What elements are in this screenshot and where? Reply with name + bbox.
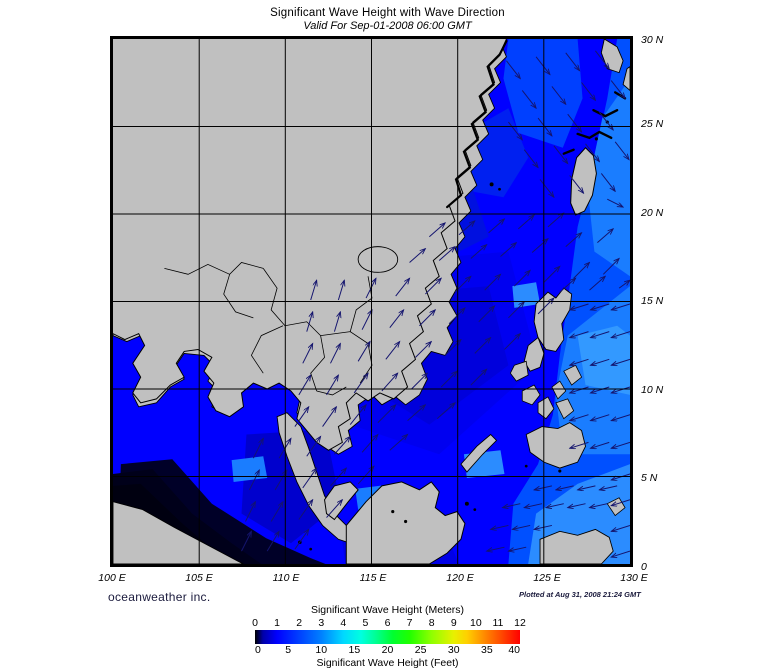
colorbar-tick-m-7: 7 bbox=[406, 617, 413, 629]
colorbar-title-feet: Significant Wave Height (Feet) bbox=[316, 657, 459, 669]
colorbar-tick-ft-30: 30 bbox=[447, 644, 460, 656]
lon-tick-120e: 120 E bbox=[446, 572, 474, 584]
page-title: Significant Wave Height with Wave Direct… bbox=[270, 7, 505, 19]
lon-tick-110e: 110 E bbox=[272, 572, 300, 584]
lon-tick-125e: 125 E bbox=[533, 572, 561, 584]
colorbar-tick-ft-40: 40 bbox=[508, 644, 520, 656]
colorbar-tick-m-2: 2 bbox=[296, 617, 303, 629]
lon-tick-105e: 105 E bbox=[185, 572, 213, 584]
colorbar-tick-ft-10: 10 bbox=[315, 644, 328, 656]
colorbar-tick-m-8: 8 bbox=[428, 617, 435, 629]
colorbar-tick-m-6: 6 bbox=[384, 617, 391, 629]
colorbar-tick-m-4: 4 bbox=[340, 617, 347, 629]
map-frame bbox=[110, 36, 633, 567]
chart-subtitle: Valid For Sep-01-2008 06:00 GMT bbox=[303, 20, 472, 32]
lat-tick-20n: 20 N bbox=[641, 207, 664, 219]
lon-tick-130e: 130 E bbox=[620, 572, 648, 584]
lat-tick-10n: 10 N bbox=[641, 384, 664, 396]
lon-tick-100e: 100 E bbox=[98, 572, 126, 584]
colorbar-tick-ft-25: 25 bbox=[414, 644, 427, 656]
colorbar-ticks-meters: 0 1 2 3 4 5 6 7 8 9 10 11 12 bbox=[252, 617, 526, 630]
colorbar-title-meters: Significant Wave Height (Meters) bbox=[310, 604, 465, 616]
plotted-timestamp: Plotted at Aug 31, 2008 21:24 GMT bbox=[519, 590, 641, 599]
graticule bbox=[113, 39, 630, 564]
colorbar-gradient bbox=[255, 630, 520, 644]
title-block: Significant Wave Height with Wave Direct… bbox=[0, 6, 775, 33]
lat-tick-15n: 15 N bbox=[641, 295, 664, 307]
lat-tick-25n: 25 N bbox=[641, 118, 664, 130]
attribution-oceanweather: oceanweather inc. bbox=[108, 590, 211, 604]
colorbar-tick-ft-15: 15 bbox=[348, 644, 361, 656]
lon-tick-115e: 115 E bbox=[359, 572, 387, 584]
colorbar-tick-ft-5: 5 bbox=[285, 644, 292, 656]
colorbar-tick-m-0: 0 bbox=[252, 617, 258, 629]
lat-tick-30n: 30 N bbox=[641, 34, 664, 46]
map-canvas bbox=[113, 39, 630, 564]
colorbar-tick-m-9: 9 bbox=[450, 617, 457, 629]
colorbar-tick-ft-35: 35 bbox=[481, 644, 493, 656]
lat-tick-5n: 5 N bbox=[641, 472, 658, 484]
colorbar-tick-m-5: 5 bbox=[362, 617, 369, 629]
colorbar-tick-m-12: 12 bbox=[514, 617, 526, 629]
colorbar-tick-m-1: 1 bbox=[274, 617, 280, 629]
colorbar-inner: 0 1 2 3 4 5 6 7 8 9 10 11 12 bbox=[252, 617, 526, 657]
colorbar-tick-ft-20: 20 bbox=[381, 644, 394, 656]
colorbar-tick-m-11: 11 bbox=[492, 617, 504, 629]
colorbar-tick-m-3: 3 bbox=[318, 617, 325, 629]
colorbar-tick-m-10: 10 bbox=[469, 617, 482, 629]
lat-tick-0: 0 bbox=[641, 561, 647, 573]
colorbar-ticks-feet: 0 5 10 15 20 25 30 35 40 bbox=[255, 644, 520, 657]
colorbar-tick-ft-0: 0 bbox=[255, 644, 261, 656]
